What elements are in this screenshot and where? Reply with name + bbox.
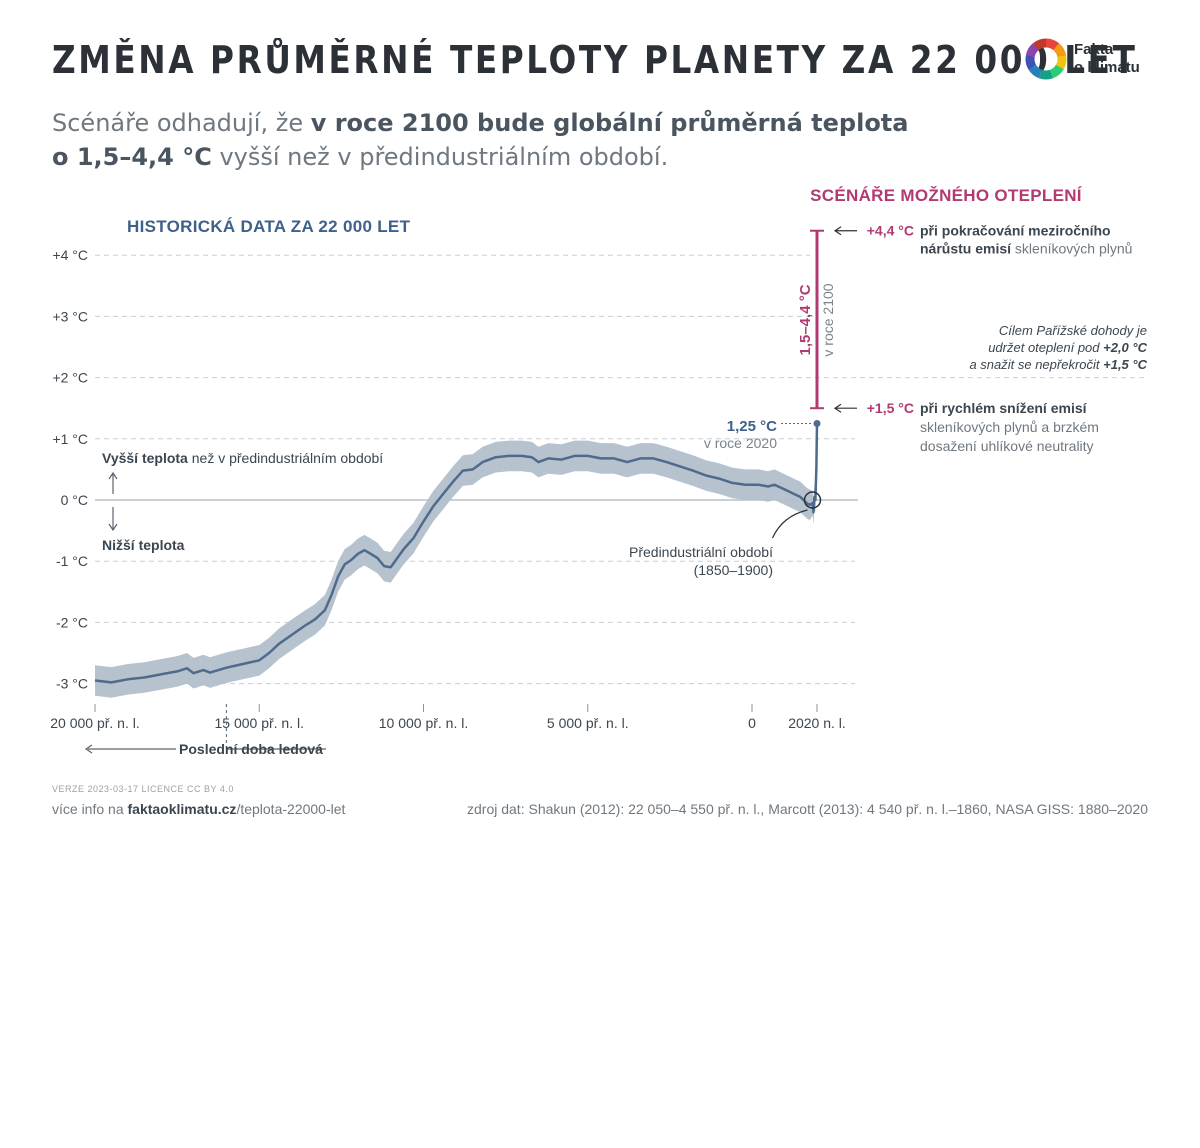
paris-note-3: a snažit se nepřekročit +1,5 °C (969, 357, 1147, 372)
fakta-o-klimatu-logo[interactable]: Fakta o klimatu (1024, 37, 1164, 85)
x-tick-label: 2020 n. l. (788, 715, 846, 731)
x-tick-label: 15 000 př. n. l. (214, 715, 304, 731)
logo-segment (1025, 43, 1039, 58)
temperature-line (94, 423, 819, 684)
below-zero-label: Nižší teplota (102, 537, 185, 553)
low-scenario-text-2: skleníkových plynů a brzkém (920, 419, 1099, 435)
logo-line-2: o klimatu (1074, 59, 1140, 76)
x-tick-label: 5 000 př. n. l. (547, 715, 629, 731)
scenarios-heading: SCÉNÁŘE MOŽNÉHO OTEPLENÍ (810, 186, 1083, 205)
y-tick-label: +1 °C (52, 431, 88, 447)
ice-age-arrow-icon (84, 744, 176, 754)
low-scenario-text-1: při rychlém snížení emisí (920, 400, 1088, 416)
logo-segment (1053, 43, 1067, 58)
x-tick-label: 0 (748, 715, 756, 731)
low-scenario-arrow-icon (833, 403, 857, 413)
above-zero-label: Vyšší teplota než v předindustriálním ob… (102, 450, 383, 466)
preindustrial-years: (1850–1900) (694, 562, 773, 578)
current-value-dot (813, 420, 821, 427)
current-value-year: v roce 2020 (704, 435, 777, 451)
paris-note-2: udržet oteplení pod +2,0 °C (988, 340, 1147, 355)
logo-segment (1025, 55, 1037, 70)
high-scenario-value: +4,4 °C (867, 223, 914, 239)
y-tick-label: 0 °C (61, 492, 88, 508)
logo-segment (1038, 69, 1054, 80)
uncertainty-band (95, 411, 817, 698)
logo-line-1: Fakta (1074, 41, 1114, 58)
y-tick-label: +4 °C (52, 247, 88, 263)
scenario-range-label: 1,5–4,4 °C (797, 284, 814, 355)
logo-segment (1045, 38, 1060, 51)
subtitle-bold-2: o 1,5–4,4 °C (52, 143, 212, 171)
logo-segment (1049, 64, 1064, 79)
logo-segment (1055, 55, 1067, 70)
logo-ring-icon (1025, 38, 1067, 80)
high-scenario-text-1: při pokračování meziročního (920, 223, 1111, 239)
more-info-path[interactable]: /teplota-22000-let (236, 801, 346, 817)
ice-age-label: Poslední doba ledová (179, 741, 323, 757)
x-tick-label: 10 000 př. n. l. (379, 715, 469, 731)
paris-note-1: Cílem Pařížské dohody je (999, 323, 1147, 338)
x-tick-label: 20 000 př. n. l. (50, 715, 140, 731)
more-info: více info na faktaoklimatu.cz/teplota-22… (52, 801, 345, 817)
version-license: VERZE 2023-03-17 LICENCE CC BY 4.0 (52, 784, 234, 794)
current-value-label: 1,25 °C (727, 418, 777, 435)
more-info-link[interactable]: faktaoklimatu.cz (127, 801, 237, 817)
low-scenario-text-3: dosažení uhlíkové neutrality (920, 438, 1094, 454)
logo-text: Fakta o klimatu (1074, 41, 1140, 77)
subtitle-text-1: Scénáře odhadují, že (52, 109, 311, 137)
low-scenario-value: +1,5 °C (867, 400, 914, 416)
y-tick-label: -2 °C (56, 614, 88, 630)
y-tick-label: +3 °C (52, 308, 88, 324)
subtitle-text-2: vyšší než v předindustriálním období. (211, 143, 669, 171)
preindustrial-marker (803, 491, 822, 509)
temperature-chart: +4 °C +3 °C +2 °C +1 °C 0 °C -1 °C -2 °C -3 °C 2… (50, 186, 1148, 757)
y-tick-label: -1 °C (56, 553, 88, 569)
chart-title: HISTORICKÁ DATA ZA 22 000 LET (127, 217, 411, 236)
subtitle-bold-1: v roce 2100 bude globální průměrná teplo… (310, 109, 909, 137)
logo-segment (1028, 64, 1043, 79)
high-scenario-arrow-icon (833, 226, 857, 236)
y-tick-label: +2 °C (52, 370, 88, 386)
data-source: zdroj dat: Shakun (2012): 22 050–4 550 p… (467, 801, 1148, 817)
y-tick-label: -3 °C (56, 676, 88, 692)
arrow-up-icon (108, 471, 118, 494)
scenario-range-year: v roce 2100 (820, 283, 836, 356)
preindustrial-label: Předindustriální období (629, 544, 773, 560)
arrow-down-icon (108, 507, 118, 532)
preindustrial-pointer (771, 509, 808, 539)
high-scenario-text-2: nárůstu emisí skleníkových plynů (920, 241, 1132, 257)
page-subtitle: Scénáře odhadují, že v roce 2100 bude gl… (52, 106, 908, 174)
logo-segment (1032, 38, 1047, 51)
page-title: ZMĚNA PRŮMĚRNÉ TEPLOTY PLANETY ZA 22 000… (52, 38, 1138, 82)
more-info-prefix: více info na (52, 801, 128, 817)
